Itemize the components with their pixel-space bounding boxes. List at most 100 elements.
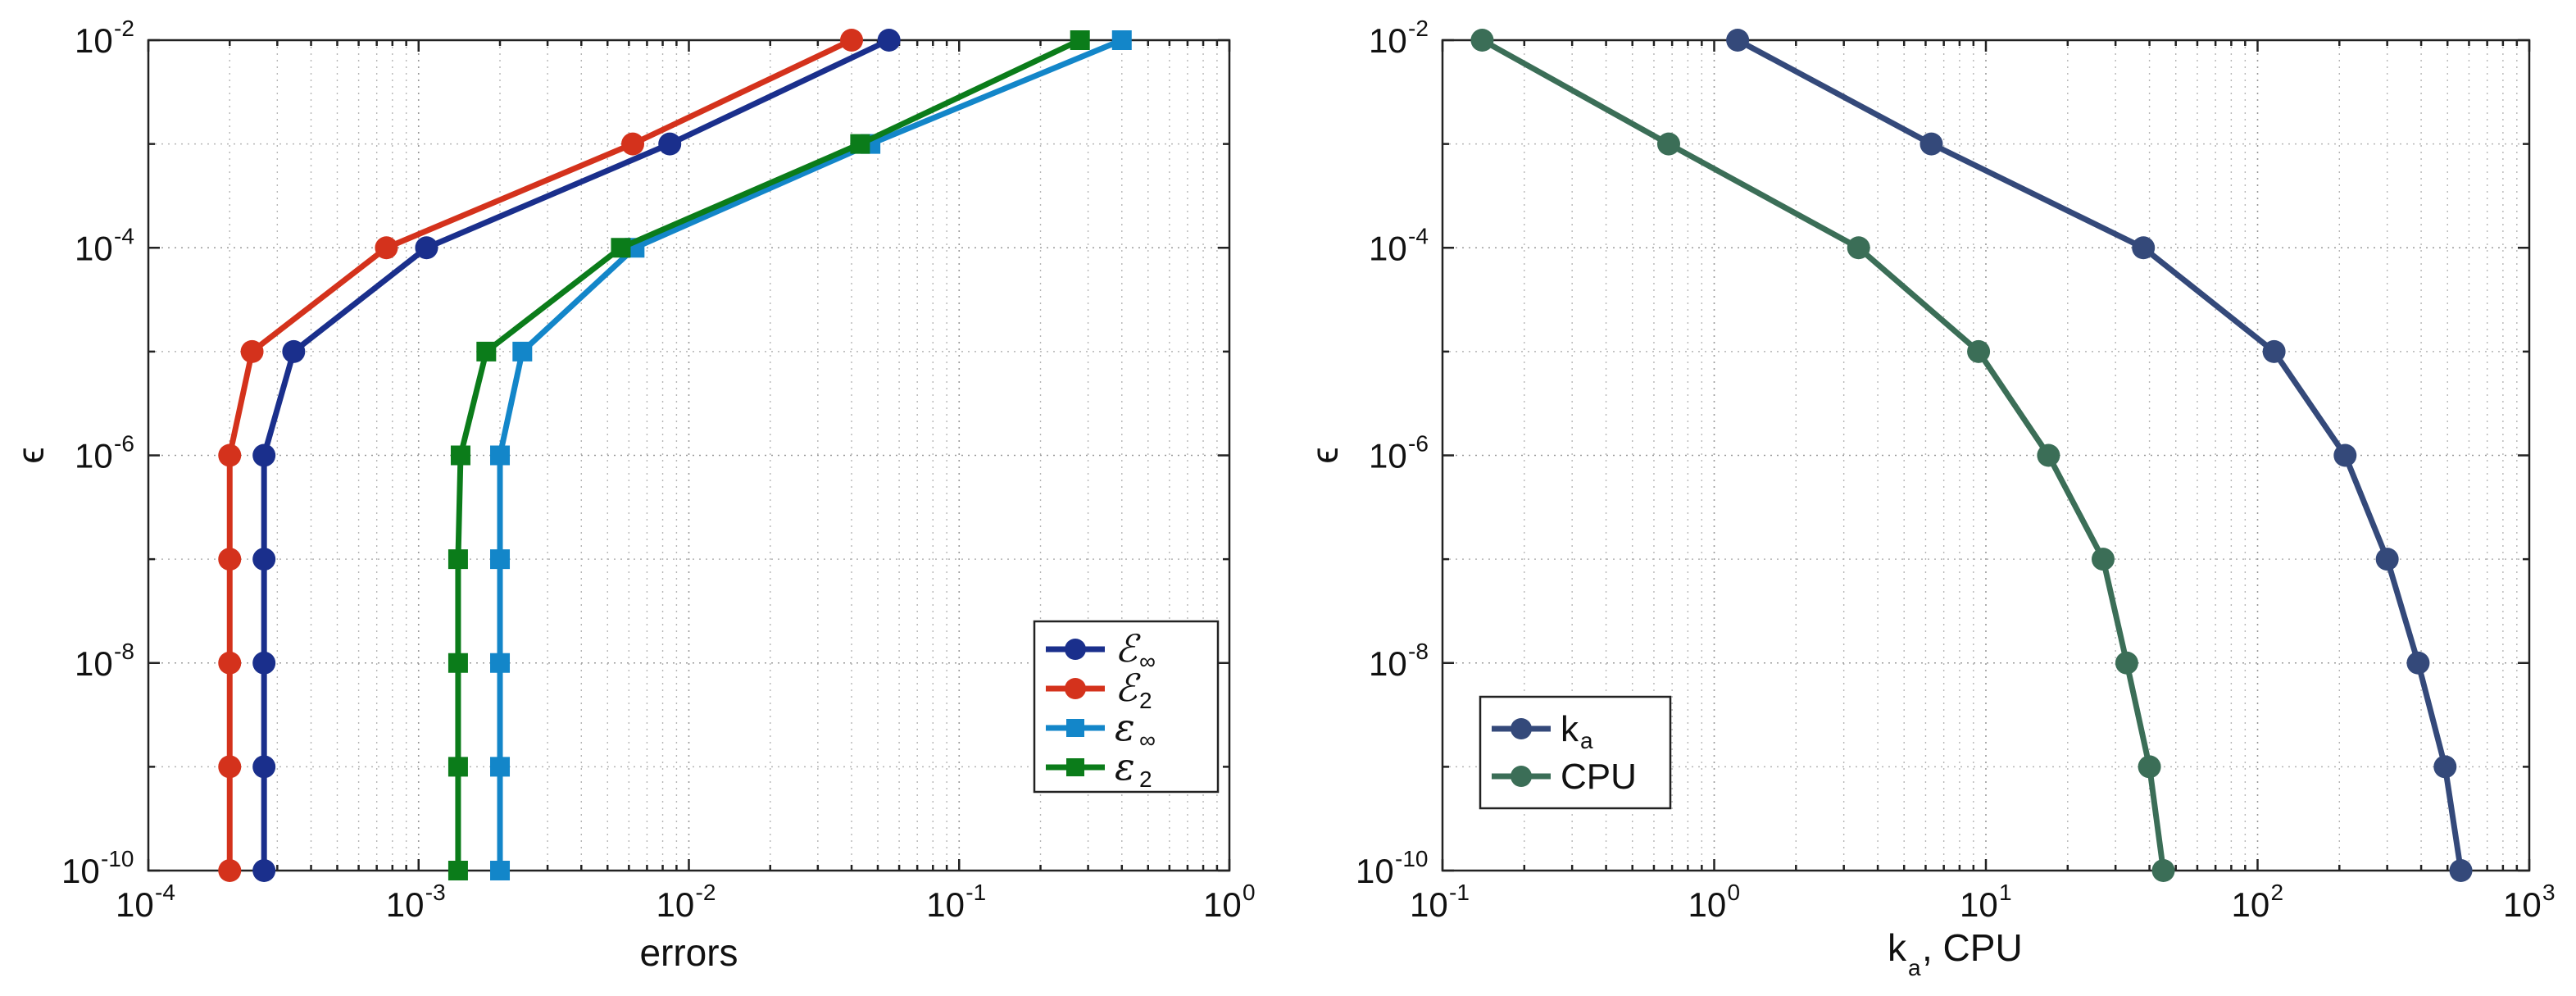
tick-label-exponent: -6	[1408, 431, 1429, 457]
legend-box	[1479, 695, 1672, 810]
x-tick-label: 10 -1	[926, 880, 986, 924]
tick-label-base: 10	[1960, 885, 1998, 924]
data-point	[218, 755, 242, 779]
x-tick-label: 10 2	[2232, 880, 2284, 924]
data-point	[1070, 30, 1090, 50]
data-point	[252, 859, 276, 882]
tick-label-exponent: -1	[965, 880, 986, 905]
axis-labels: errors ϵ	[9, 447, 738, 974]
x-axis-label-rest: , CPU	[1922, 926, 2023, 969]
tick-label-exponent: -4	[1408, 223, 1429, 248]
legend-label: ε	[1115, 744, 1135, 789]
series	[1470, 29, 2473, 882]
series-line	[455, 37, 1082, 871]
series	[218, 29, 1132, 882]
data-point	[2375, 548, 2399, 571]
tick-label-exponent: -6	[114, 431, 134, 457]
y-tick-label: 10 -4	[75, 223, 134, 267]
tick-label-exponent: 0	[1243, 880, 1256, 905]
right-chart-panel: 10 -1 10 0 10 1 10 2 10 310 -210 -410 -610 -810 -10k a,…	[1303, 16, 2556, 980]
x-tick-label: 10 0	[1688, 880, 1741, 924]
y-tick-label: 10 -10	[61, 846, 134, 890]
data-point	[1920, 132, 1943, 156]
data-point	[840, 29, 864, 52]
y-axis-label-group: ϵ	[9, 447, 52, 463]
legend-item: CPU	[1492, 757, 1637, 797]
x-axis-label: errors	[639, 931, 738, 974]
y-axis-label: ϵ	[9, 447, 52, 463]
x-axis-label-main: k	[1888, 926, 1907, 969]
data-point	[448, 861, 468, 880]
data-point	[448, 653, 468, 673]
series-ε2	[448, 30, 1090, 880]
grid	[148, 40, 1229, 871]
legend-label: ℰ	[1115, 626, 1141, 671]
y-tick-label: 10 -6	[75, 431, 134, 475]
tick-label-base: 10	[1688, 885, 1727, 924]
data-point	[658, 132, 682, 156]
legend: ℰ ∞ℰ 2ε ∞ε 2	[1033, 620, 1220, 794]
y-axis-label-group: ϵ	[1303, 447, 1346, 463]
data-point	[2132, 236, 2156, 260]
legend-label-subscript: 2	[1139, 766, 1152, 792]
data-point	[2115, 651, 2138, 675]
data-point	[2138, 755, 2161, 779]
legend-item: ε ∞	[1046, 705, 1156, 753]
data-point	[240, 339, 264, 363]
legend-label-subscript: ∞	[1139, 727, 1156, 753]
data-point	[252, 548, 276, 571]
tick-label-base: 10	[1410, 885, 1448, 924]
series-ka	[1726, 29, 2473, 882]
x-tick-label: 10 3	[2503, 880, 2556, 924]
data-point	[1967, 339, 1991, 363]
data-point	[2037, 443, 2060, 467]
data-point	[877, 29, 901, 52]
data-point	[375, 236, 398, 260]
y-tick-label: 10 -6	[1369, 431, 1429, 475]
x-axis-label-subscript: a	[1908, 955, 1921, 980]
data-point	[218, 548, 242, 571]
data-point	[2091, 548, 2115, 571]
tick-label-base: 10	[1369, 644, 1407, 683]
data-point	[450, 445, 470, 466]
tick-label-base: 10	[75, 229, 113, 267]
tick-label-base: 10	[926, 885, 965, 924]
tick-label-exponent: -2	[696, 880, 716, 905]
tick-label-base: 10	[386, 885, 425, 924]
tick-label-exponent: -8	[114, 639, 134, 664]
tick-label-exponent: -2	[114, 16, 134, 41]
tick-label-exponent: -4	[155, 880, 175, 905]
tick-label-base: 10	[2503, 885, 2542, 924]
y-tick-label: 10 -8	[75, 639, 134, 683]
data-point	[448, 549, 468, 570]
data-point	[218, 859, 242, 882]
tick-label-base: 10	[1369, 437, 1407, 475]
data-point	[490, 445, 511, 466]
tick-label-exponent: 2	[2271, 880, 2284, 905]
series-CPU	[1470, 29, 2175, 882]
y-tick-label: 10 -8	[1369, 639, 1429, 683]
x-tick-label: 10 1	[1960, 880, 2012, 924]
data-point	[1726, 29, 1750, 52]
tick-label-base: 10	[1356, 852, 1394, 890]
data-point	[252, 651, 276, 675]
legend-swatch-marker	[1511, 766, 1532, 787]
data-point	[512, 341, 533, 362]
data-point	[2333, 443, 2357, 467]
data-point	[1470, 29, 1494, 52]
x-tick-label: 10 -2	[656, 880, 716, 924]
legend-swatch-marker	[1066, 758, 1084, 776]
data-point	[282, 339, 306, 363]
data-point	[415, 236, 438, 260]
data-point	[490, 549, 511, 570]
data-point	[218, 651, 242, 675]
tick-label-exponent: -10	[1395, 846, 1428, 871]
tick-label-base: 10	[1203, 885, 1242, 924]
legend-label-subscript: 2	[1139, 688, 1152, 713]
